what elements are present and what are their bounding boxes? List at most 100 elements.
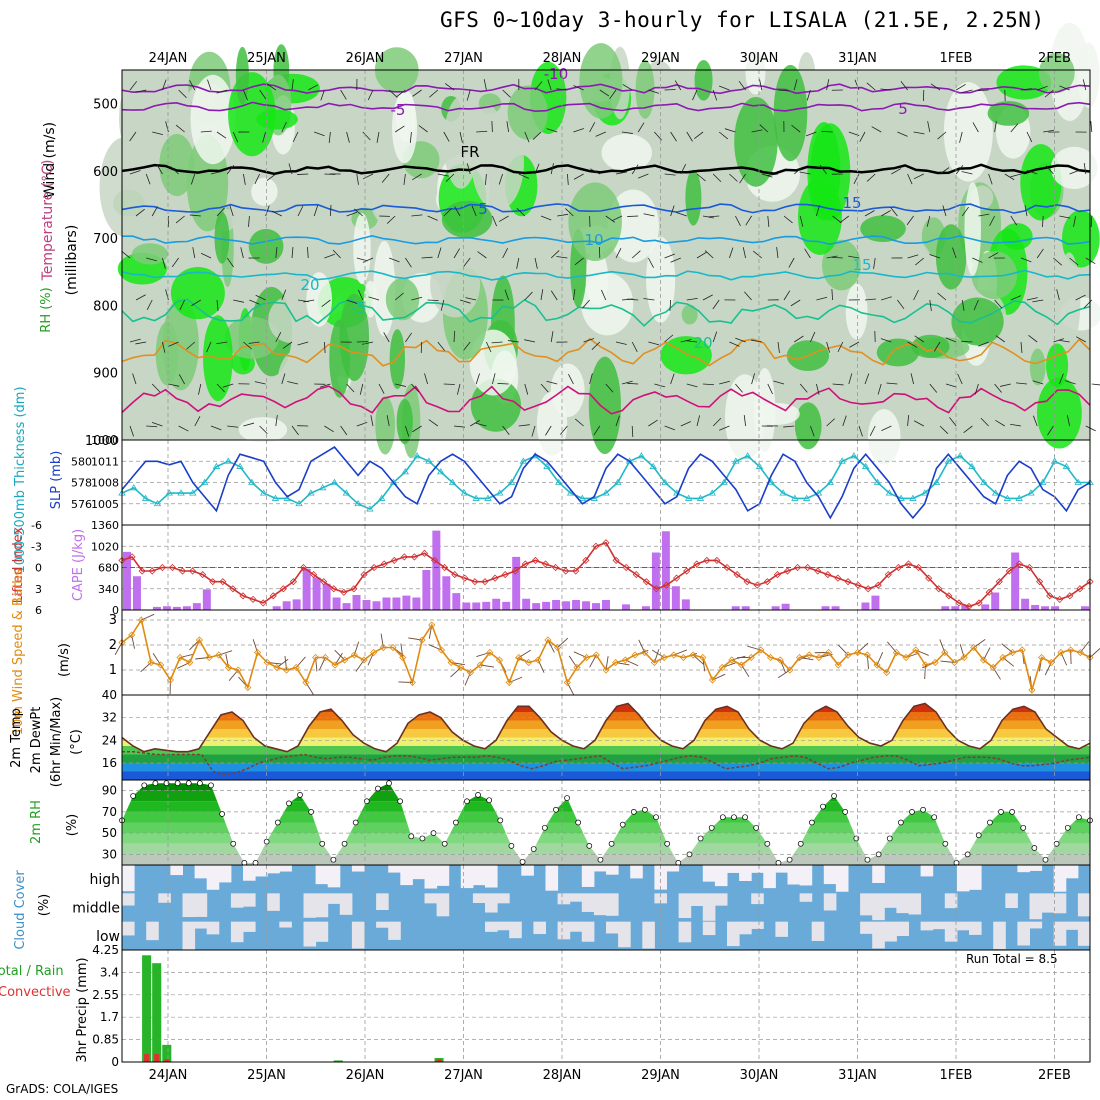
tick-label: 0 xyxy=(111,1055,119,1069)
wind10-point xyxy=(766,653,775,662)
thickness-point xyxy=(153,499,162,507)
wind-barb xyxy=(303,299,315,303)
cloud-gap xyxy=(485,865,498,888)
thickness-point xyxy=(614,478,622,485)
rh-point xyxy=(363,798,370,805)
wind-barb xyxy=(405,332,412,343)
wind-barb xyxy=(897,299,905,310)
cape-bar xyxy=(572,600,581,610)
tick-label: 1005 xyxy=(91,498,119,511)
dewpoint-line xyxy=(122,750,1091,776)
cloud-gap xyxy=(243,921,256,932)
cloud-gap xyxy=(581,865,595,887)
cloud-gap xyxy=(521,865,534,876)
thickness-point xyxy=(661,478,669,485)
wind-barb xyxy=(848,255,860,259)
wind-barb xyxy=(1056,289,1060,301)
wind-barb xyxy=(963,425,973,433)
thickness-point xyxy=(968,462,976,469)
rh-point xyxy=(987,819,993,826)
wind-barb xyxy=(271,210,282,217)
rh-patch xyxy=(396,398,413,445)
cloud-gap xyxy=(654,865,667,890)
cape-bar xyxy=(941,606,950,610)
tick-label: 3 xyxy=(35,583,42,596)
rh-patch xyxy=(131,243,169,265)
lifted-index-point xyxy=(763,578,771,586)
wind10-point xyxy=(244,683,252,692)
thickness-point xyxy=(708,489,716,496)
rh2m-unit: (%) xyxy=(65,814,80,837)
rh-patch xyxy=(1036,377,1082,449)
wind-barb xyxy=(129,131,137,142)
wind-barb xyxy=(664,173,676,176)
cape-bar xyxy=(641,606,650,610)
wind-barb xyxy=(330,204,332,217)
wind-barb xyxy=(376,131,380,143)
rh-patch xyxy=(248,228,284,264)
rh-point xyxy=(319,840,326,847)
isotherm-label: 15 xyxy=(852,256,871,274)
wind-barb xyxy=(799,383,808,393)
wind-barb xyxy=(557,213,569,217)
wind-barb xyxy=(621,380,633,385)
thickness-point xyxy=(814,489,823,496)
wind-barb xyxy=(1032,380,1044,385)
wind-barb xyxy=(1010,423,1022,427)
rh-point xyxy=(820,803,826,810)
wind-barb xyxy=(750,339,762,343)
wind-barb xyxy=(654,131,663,141)
lifted-index-point xyxy=(582,556,590,564)
cloud-gap xyxy=(545,865,559,891)
cloud-gap xyxy=(956,921,970,931)
wind10-point xyxy=(941,648,949,657)
wind10-point xyxy=(312,653,320,662)
wind-barb xyxy=(151,206,158,217)
lifted-index-point xyxy=(168,563,176,572)
wind10-point xyxy=(1057,648,1065,657)
wind-barb xyxy=(243,422,255,427)
rh-patch xyxy=(971,251,1018,300)
wind-barb xyxy=(469,420,480,427)
cape-bar xyxy=(861,602,870,610)
cape-bar xyxy=(342,603,351,610)
lifted-index-point xyxy=(501,571,509,579)
wind-barb xyxy=(497,383,509,385)
wind-barb xyxy=(424,373,428,385)
wind10-point xyxy=(776,656,784,664)
rh-point xyxy=(697,835,704,842)
wind-barb xyxy=(200,252,212,259)
cloud-gap xyxy=(751,893,764,905)
rh-point xyxy=(141,782,148,789)
rh-band xyxy=(122,783,1090,791)
rh-point xyxy=(898,819,904,826)
thickness-point xyxy=(885,489,894,496)
cape-bar xyxy=(282,601,291,610)
thickness-point xyxy=(543,462,551,469)
lifted-index-point xyxy=(209,578,217,586)
wind-barb xyxy=(411,296,423,301)
wind-barb xyxy=(724,128,736,133)
wind-barb xyxy=(897,131,908,137)
wind-barb xyxy=(248,341,260,344)
lifted-index-point xyxy=(380,560,388,568)
wind-barb xyxy=(427,299,439,302)
lifted-index-point xyxy=(289,578,297,586)
wind10-point xyxy=(457,663,465,672)
thickness-point xyxy=(413,452,421,459)
wind-barb xyxy=(806,89,811,101)
rh-point xyxy=(508,843,515,849)
wind-barb xyxy=(319,383,331,388)
cloud-gap xyxy=(206,921,220,935)
wind10-point xyxy=(137,616,145,624)
wind-barb xyxy=(761,173,773,178)
rh-point xyxy=(352,819,359,826)
isotherm-label: 10 xyxy=(584,231,603,249)
wind-barb xyxy=(534,163,540,175)
wind-barb xyxy=(869,425,876,436)
rh-point xyxy=(553,806,559,813)
rh-point xyxy=(731,814,737,821)
wind-barb xyxy=(712,89,718,101)
wind10-point xyxy=(1038,653,1046,662)
wind-barb xyxy=(729,247,734,259)
